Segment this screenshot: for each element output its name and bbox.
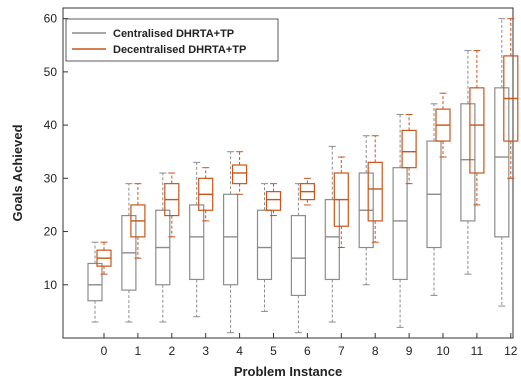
box-iqr — [232, 164, 248, 185]
box-5 — [256, 183, 273, 312]
box-10 — [426, 103, 442, 296]
box-0 — [87, 241, 103, 323]
box-3 — [189, 161, 205, 318]
box-iqr — [469, 87, 485, 174]
x-axis: 0 1 2 3 4 5 6 7 8 9 10 11 12 — [101, 333, 518, 358]
box-4 — [223, 151, 239, 334]
x-tick-label: 1 — [135, 344, 142, 358]
x-tick-label: 8 — [372, 344, 379, 358]
x-tick-label: 11 — [471, 344, 484, 358]
y-axis: 10 20 30 40 50 60 — [44, 12, 68, 292]
box-iqr — [265, 191, 282, 211]
box-series — [87, 18, 519, 334]
x-axis-label: Problem Instance — [234, 364, 342, 379]
y-axis-label: Goals Achieved — [10, 124, 25, 221]
box-iqr — [460, 103, 476, 222]
series-centralised — [87, 18, 510, 334]
box-8 — [358, 135, 374, 286]
x-tick-label: 4 — [236, 344, 243, 358]
box-iqr — [223, 193, 239, 286]
plot-area — [62, 7, 514, 339]
box-iqr — [189, 204, 205, 281]
box-8 — [367, 135, 383, 243]
x-tick-label: 7 — [338, 344, 345, 358]
box-iqr — [392, 167, 408, 281]
y-tick-label: 10 — [44, 278, 58, 292]
x-tick-label: 10 — [436, 344, 450, 358]
box-11 — [469, 50, 485, 206]
box-11 — [460, 50, 476, 275]
box-6 — [299, 177, 315, 206]
y-tick-label: 60 — [44, 12, 58, 26]
box-7 — [333, 156, 349, 249]
box-9 — [401, 113, 417, 185]
box-2 — [155, 172, 171, 323]
box-12 — [494, 18, 510, 307]
box-iqr — [290, 214, 306, 297]
y-tick-label: 20 — [44, 225, 58, 239]
box-4 — [232, 151, 248, 195]
box-1 — [121, 183, 137, 323]
x-tick-label: 5 — [270, 344, 277, 358]
box-3 — [198, 167, 214, 222]
legend: Centralised DHRTA+TP Decentralised DHRTA… — [65, 18, 279, 62]
box-6 — [290, 183, 306, 334]
box-iqr — [401, 129, 417, 169]
box-10 — [435, 92, 451, 158]
box-12 — [503, 18, 519, 179]
box-1 — [130, 183, 146, 259]
legend-box — [65, 18, 279, 62]
x-tick-label: 0 — [101, 344, 108, 358]
box-7 — [324, 145, 340, 323]
box-9 — [392, 113, 408, 328]
box-iqr — [324, 199, 340, 281]
y-tick-label: 40 — [44, 118, 58, 132]
x-tick-label: 12 — [504, 344, 518, 358]
box-5 — [265, 183, 282, 217]
x-tick-label: 9 — [406, 344, 413, 358]
y-tick-label: 50 — [44, 65, 58, 79]
box-0 — [96, 241, 112, 275]
legend-label-centralised: Centralised DHRTA+TP — [113, 28, 234, 40]
x-tick-label: 2 — [168, 344, 175, 358]
x-tick-label: 3 — [202, 344, 209, 358]
box-iqr — [256, 209, 273, 281]
x-tick-label: 6 — [304, 344, 311, 358]
series-decentralised — [96, 18, 519, 275]
y-tick-label: 30 — [44, 171, 58, 185]
legend-label-decentralised: Decentralised DHRTA+TP — [113, 44, 246, 56]
box-2 — [164, 172, 180, 238]
box-iqr — [367, 161, 383, 222]
box-iqr — [494, 87, 510, 238]
box-iqr — [87, 262, 103, 302]
